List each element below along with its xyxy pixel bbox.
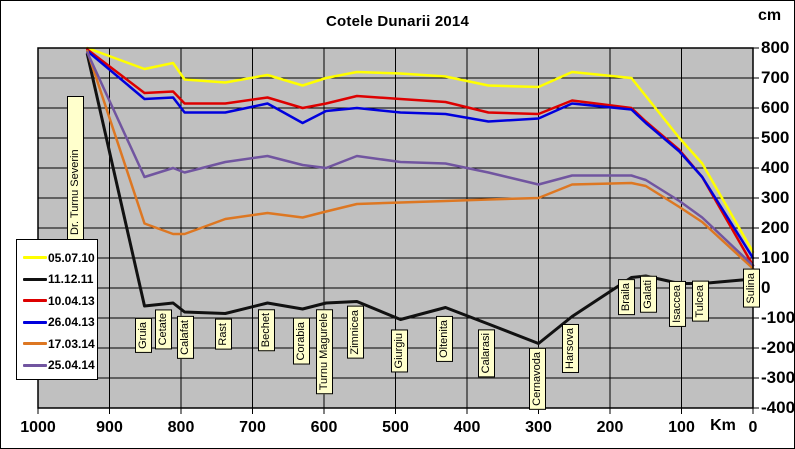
y-tick-label: 0 xyxy=(761,278,771,297)
station-label: Giurgiu xyxy=(390,329,408,373)
legend-line-swatch xyxy=(23,277,47,281)
x-tick-label: 300 xyxy=(525,419,552,436)
legend-label: 05.07.10 xyxy=(48,250,95,265)
x-tick-label: 400 xyxy=(453,419,481,436)
y-tick-label: 400 xyxy=(761,158,790,177)
legend-item: 10.04.13 xyxy=(17,290,97,312)
legend-label: 10.04.13 xyxy=(48,293,95,308)
legend-line-swatch xyxy=(23,342,47,346)
station-label: Harsova xyxy=(562,324,580,373)
legend-line-swatch xyxy=(23,299,47,303)
legend-line-swatch xyxy=(23,363,47,367)
legend-label: 17.03.14 xyxy=(48,336,95,351)
x-tick-label: 800 xyxy=(167,419,195,436)
station-label: Cetate xyxy=(155,309,173,350)
series-line-26.04.13 xyxy=(86,49,755,260)
station-label: Zimnicea xyxy=(346,306,364,359)
legend-label: 25.04.14 xyxy=(48,358,95,373)
x-tick-label: 100 xyxy=(668,419,695,436)
x-tick-label: 500 xyxy=(382,419,409,436)
y-tick-label: 500 xyxy=(761,128,790,147)
series-line-25.04.14 xyxy=(86,51,755,267)
x-tick-label: 900 xyxy=(96,419,123,436)
station-label: Oltenita xyxy=(435,316,453,362)
x-tick-label: 600 xyxy=(310,419,338,436)
legend-line-swatch xyxy=(23,320,47,324)
legend-item: 25.04.14 xyxy=(17,355,97,377)
x-tick-label: 0 xyxy=(748,419,758,436)
station-label: Bechet xyxy=(257,309,275,352)
y-tick-label: 100 xyxy=(761,248,790,267)
chart-title: Cotele Dunarii 2014 xyxy=(325,13,470,30)
legend-label: 11.12.11 xyxy=(48,272,94,287)
y-tick-label: 600 xyxy=(761,98,790,117)
station-label: Galati xyxy=(639,276,657,313)
y-axis-unit-label: cm xyxy=(758,7,782,24)
x-axis-unit-label: Km xyxy=(710,417,736,434)
y-tick-label: 800 xyxy=(761,38,790,57)
y-tick-label: -100 xyxy=(761,308,795,327)
station-label: Turnu Magurele xyxy=(316,309,334,395)
y-tick-label: -200 xyxy=(761,338,795,357)
legend-item: 05.07.10 xyxy=(17,247,97,269)
station-label: Tulcea xyxy=(692,281,710,322)
station-label: Braila xyxy=(618,279,636,316)
legend-label: 26.04.13 xyxy=(48,315,95,330)
legend-item: 11.12.11 xyxy=(17,269,97,291)
station-label: Calafat xyxy=(176,316,194,359)
y-tick-label: 200 xyxy=(761,218,790,237)
y-tick-label: -400 xyxy=(761,398,795,417)
station-label: Isaccea xyxy=(669,281,687,327)
series-line-17.03.14 xyxy=(86,49,755,270)
y-tick-label: 300 xyxy=(761,188,790,207)
legend-item: 17.03.14 xyxy=(17,333,97,355)
y-tick-label: -300 xyxy=(761,368,795,387)
station-label: Rast xyxy=(215,319,233,350)
station-label: Corabia xyxy=(292,318,310,365)
station-label: Sulina xyxy=(743,269,760,308)
chart-legend: 05.07.10 11.12.11 10.04.13 26.04.13 17.03.14… xyxy=(16,239,98,380)
legend-line-swatch xyxy=(23,256,47,260)
x-tick-label: 200 xyxy=(596,419,624,436)
series-line-05.07.10 xyxy=(86,46,755,254)
station-label: Calarasi xyxy=(478,329,496,378)
station-label: Cernavoda xyxy=(528,348,546,410)
x-tick-label: 700 xyxy=(239,419,266,436)
legend-item: 26.04.13 xyxy=(17,312,97,334)
station-label: Gruia xyxy=(134,318,152,353)
x-tick-label: 1000 xyxy=(20,419,56,436)
y-tick-label: 700 xyxy=(761,68,790,87)
